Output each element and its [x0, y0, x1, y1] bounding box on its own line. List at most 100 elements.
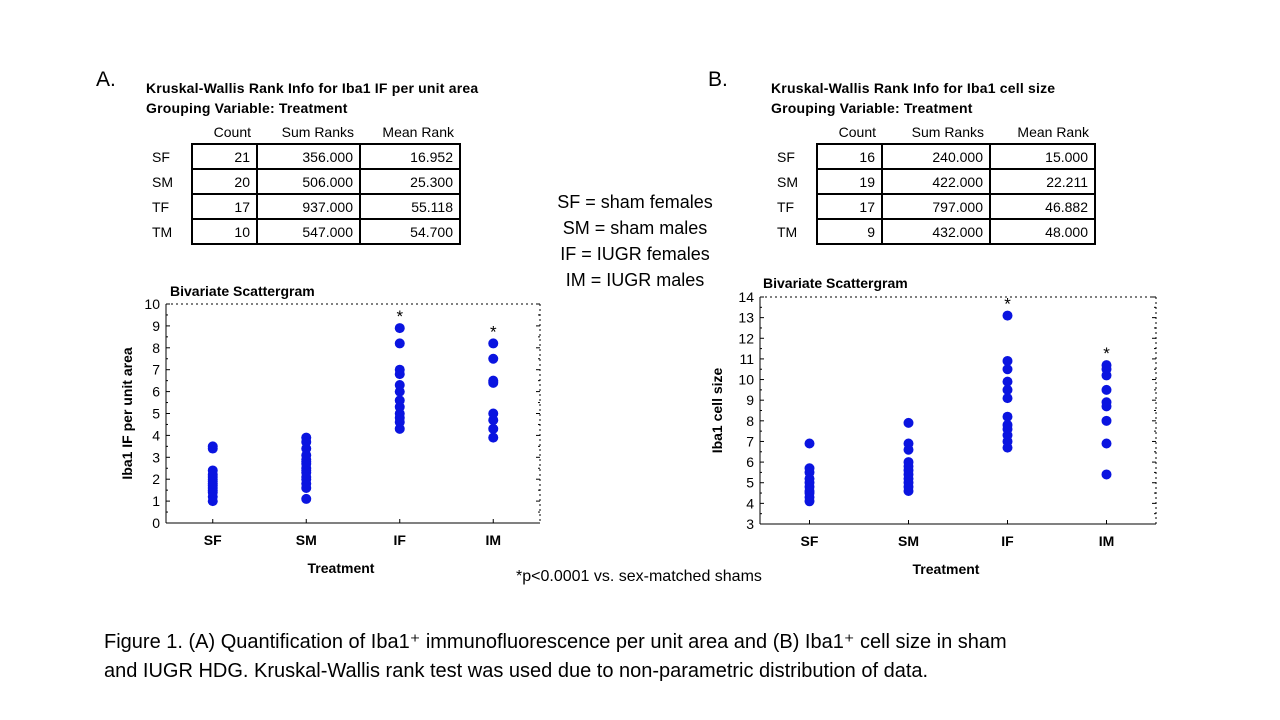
significance-marker: * — [396, 307, 403, 326]
data-point — [207, 465, 218, 476]
y-tick-label: 7 — [152, 362, 160, 378]
y-tick-label: 8 — [152, 340, 160, 356]
data-point — [301, 493, 312, 504]
data-point — [1101, 397, 1112, 408]
chart-b-title: Bivariate Scattergram — [763, 275, 908, 291]
data-point — [488, 338, 499, 349]
y-tick-label: 7 — [746, 433, 754, 449]
y-axis-label: Iba1 cell size — [709, 367, 725, 453]
significance-marker: * — [1103, 344, 1110, 363]
x-tick-label: SF — [801, 533, 819, 549]
column-header: Sum Ranks — [911, 124, 984, 140]
data-point — [394, 395, 405, 406]
y-tick-label: 3 — [746, 516, 754, 532]
data-point — [1002, 376, 1013, 387]
data-point — [804, 463, 815, 474]
table-row: TM 10 547.000 54.700 — [152, 218, 461, 245]
y-tick-label: 9 — [152, 318, 160, 334]
data-point — [207, 441, 218, 452]
table-row: TM 9 432.000 48.000 — [777, 218, 1096, 245]
y-tick-label: 13 — [738, 310, 754, 326]
data-point — [488, 408, 499, 419]
data-point — [488, 432, 499, 443]
x-tick-label: IM — [1099, 533, 1115, 549]
pvalue-note: *p<0.0001 vs. sex-matched shams — [516, 568, 762, 585]
mean-rank-cell: 55.118 — [359, 193, 461, 220]
y-tick-label: 4 — [152, 427, 160, 443]
sum-ranks-cell: 937.000 — [256, 193, 361, 220]
data-point — [394, 338, 405, 349]
row-label: TF — [152, 198, 170, 215]
y-tick-label: 0 — [152, 515, 160, 531]
data-point — [1101, 415, 1112, 426]
table-row: SM 19 422.000 22.211 — [777, 168, 1096, 195]
y-tick-label: 3 — [152, 449, 160, 465]
y-tick-label: 9 — [746, 392, 754, 408]
panel-b-rank-table: Count Sum Ranks Mean Rank SF 16 240.000 … — [777, 121, 1096, 245]
sum-ranks-cell: 547.000 — [256, 218, 361, 245]
data-point — [1101, 360, 1112, 371]
column-header: Mean Rank — [1017, 124, 1089, 140]
x-axis-label: Treatment — [913, 561, 980, 577]
row-label: TM — [777, 223, 798, 240]
mean-rank-cell: 46.882 — [989, 193, 1096, 220]
sum-ranks-cell: 240.000 — [881, 143, 991, 170]
data-point — [804, 438, 815, 449]
table-row: TF 17 937.000 55.118 — [152, 193, 461, 220]
caption-line: Figure 1. (A) Quantification of Iba1⁺ im… — [104, 631, 1007, 653]
y-tick-label: 5 — [746, 475, 754, 491]
sum-ranks-cell: 432.000 — [881, 218, 991, 245]
data-point — [1101, 469, 1112, 480]
y-tick-label: 8 — [746, 413, 754, 429]
y-tick-label: 12 — [738, 330, 754, 346]
data-point — [903, 438, 914, 449]
data-point — [488, 375, 499, 386]
count-cell: 19 — [816, 168, 883, 195]
count-cell: 17 — [816, 193, 883, 220]
row-label: SF — [777, 148, 795, 165]
figure-caption: Figure 1. (A) Quantification of Iba1⁺ im… — [104, 628, 1007, 686]
y-tick-label: 14 — [738, 289, 754, 305]
x-tick-label: SM — [296, 532, 317, 548]
legend-line: SF = sham females — [557, 192, 713, 212]
y-tick-label: 6 — [746, 454, 754, 470]
x-tick-label: IF — [394, 532, 407, 548]
mean-rank-cell: 54.700 — [359, 218, 461, 245]
column-header: Count — [213, 124, 251, 140]
table-row: SM 20 506.000 25.300 — [152, 168, 461, 195]
x-tick-label: IM — [485, 532, 501, 548]
panel-b-table-title: Kruskal-Wallis Rank Info for Iba1 cell s… — [771, 78, 1055, 118]
data-point — [1002, 419, 1013, 430]
data-point — [1002, 364, 1013, 375]
data-point — [1002, 411, 1013, 422]
y-tick-label: 11 — [739, 351, 754, 367]
x-tick-label: SF — [204, 532, 222, 548]
y-tick-label: 10 — [144, 296, 160, 312]
chart-a-title: Bivariate Scattergram — [170, 283, 315, 299]
row-label: SM — [152, 173, 173, 190]
sum-ranks-cell: 422.000 — [881, 168, 991, 195]
sum-ranks-cell: 356.000 — [256, 143, 361, 170]
legend-line: IM = IUGR males — [565, 270, 705, 290]
count-cell: 21 — [191, 143, 258, 170]
column-header: Mean Rank — [382, 124, 454, 140]
abbreviation-legend: SF = sham females SM = sham males IF = I… — [520, 189, 750, 293]
data-point — [1002, 310, 1013, 321]
y-tick-label: 5 — [152, 406, 160, 422]
significance-marker: * — [490, 322, 497, 341]
row-label: SM — [777, 173, 798, 190]
y-axis-label: Iba1 IF per unit area — [119, 347, 135, 479]
mean-rank-cell: 16.952 — [359, 143, 461, 170]
data-point — [1101, 384, 1112, 395]
panel-b-table-title-line2: Grouping Variable: Treatment — [771, 100, 973, 116]
panel-a-table-title-line2: Grouping Variable: Treatment — [146, 100, 348, 116]
legend-line: SM = sham males — [562, 218, 708, 238]
column-header: Sum Ranks — [281, 124, 354, 140]
row-label: SF — [152, 148, 170, 165]
count-cell: 20 — [191, 168, 258, 195]
data-point — [488, 353, 499, 364]
mean-rank-cell: 25.300 — [359, 168, 461, 195]
data-point — [394, 380, 405, 391]
y-tick-label: 4 — [746, 495, 754, 511]
data-point — [394, 364, 405, 375]
